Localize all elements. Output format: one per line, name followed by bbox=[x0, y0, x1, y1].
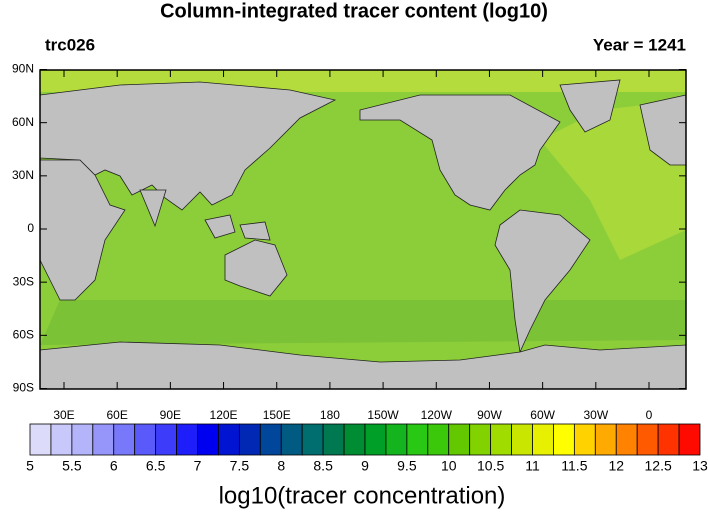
lon-tick-label: 150W bbox=[367, 408, 399, 422]
colorbar-box bbox=[218, 423, 240, 456]
colorbar-box bbox=[71, 423, 94, 456]
colorbar-box bbox=[615, 423, 638, 456]
colorbar-label: 5.5 bbox=[62, 458, 82, 474]
colorbar-label: 8.5 bbox=[313, 458, 333, 474]
lon-tick-label: 120W bbox=[421, 408, 453, 422]
lon-tick-label: 180 bbox=[320, 408, 340, 422]
colorbar-box bbox=[113, 423, 136, 456]
lon-tick-label: 30E bbox=[53, 408, 74, 422]
colorbar-box bbox=[678, 423, 701, 456]
colorbar-box bbox=[322, 423, 345, 456]
south-america bbox=[494, 209, 591, 354]
lat-tick-label: 90S bbox=[13, 381, 34, 395]
lon-tick-label: 60E bbox=[107, 408, 128, 422]
colorbar-box bbox=[427, 423, 450, 456]
map bbox=[39, 69, 687, 390]
colorbar-label: 13 bbox=[692, 458, 708, 474]
colorbar-label: 5 bbox=[26, 458, 34, 474]
colorbar-box bbox=[657, 423, 680, 456]
lon-tick-label: 90W bbox=[477, 408, 502, 422]
colorbar-box bbox=[511, 423, 533, 456]
lon-tick-label: 90E bbox=[160, 408, 181, 422]
left-label: trc026 bbox=[45, 35, 95, 54]
colorbar-label: 12.5 bbox=[645, 458, 672, 474]
lat-tick-label: 0 bbox=[27, 221, 34, 235]
north-america bbox=[359, 94, 561, 211]
colorbar-label: 11.5 bbox=[561, 458, 587, 474]
lon-tick-label: 60W bbox=[530, 408, 555, 422]
colorbar-box bbox=[29, 423, 52, 456]
eurasia bbox=[39, 81, 337, 211]
colorbar-box bbox=[343, 423, 366, 456]
colorbar-box bbox=[92, 423, 115, 456]
colorbar-box bbox=[155, 423, 177, 456]
colorbar-box bbox=[573, 423, 596, 456]
lon-tick-label: 120E bbox=[210, 408, 238, 422]
colorbar-box bbox=[176, 423, 198, 456]
colorbar-box bbox=[553, 423, 575, 456]
colorbar-label: 7.5 bbox=[230, 458, 250, 474]
right-label: Year = 1241 bbox=[593, 35, 686, 54]
lat-tick-label: 90N bbox=[12, 62, 34, 76]
colorbar-box bbox=[636, 423, 659, 456]
lat-tick-label: 60S bbox=[13, 328, 34, 342]
colorbar-box bbox=[532, 423, 554, 456]
greenland bbox=[559, 79, 621, 133]
europe bbox=[639, 94, 687, 166]
lon-tick-label: 0 bbox=[646, 408, 653, 422]
colorbar-box bbox=[301, 423, 324, 456]
colorbar-box bbox=[594, 423, 617, 456]
colorbar-label: 12 bbox=[608, 458, 624, 474]
colorbar-box bbox=[238, 423, 261, 456]
colorbar-box bbox=[259, 423, 282, 456]
islands bbox=[204, 214, 271, 241]
colorbar-box bbox=[469, 423, 492, 456]
colorbar-box bbox=[385, 423, 408, 456]
lon-tick-label: 30W bbox=[583, 408, 608, 422]
colorbar-label: 7 bbox=[194, 458, 202, 474]
lat-tick-label: 30S bbox=[13, 274, 34, 288]
colorbar-box bbox=[406, 423, 429, 456]
lat-tick-label: 60N bbox=[12, 115, 34, 129]
colorbar-label: 9 bbox=[361, 458, 369, 474]
colorbar-label: 6.5 bbox=[146, 458, 166, 474]
colorbar-box bbox=[364, 423, 387, 456]
ocean-shade bbox=[40, 300, 686, 345]
lon-tick-label: 150E bbox=[263, 408, 291, 422]
title: Column-integrated tracer content (log10) bbox=[160, 0, 548, 22]
colorbar-box bbox=[134, 423, 157, 456]
colorbar-label: 10 bbox=[441, 458, 457, 474]
colorbar-label: 11 bbox=[525, 458, 540, 474]
colorbar-label: 10.5 bbox=[477, 458, 504, 474]
colorbar-box bbox=[280, 423, 303, 456]
colorbar-box bbox=[197, 423, 219, 456]
colorbar-label: 9.5 bbox=[397, 458, 417, 474]
australia bbox=[224, 239, 288, 297]
lat-tick-label: 30N bbox=[12, 168, 34, 182]
colorbar-title: log10(tracer concentration) bbox=[219, 482, 506, 509]
colorbar-box bbox=[490, 423, 512, 456]
colorbar-box bbox=[448, 423, 471, 456]
india bbox=[139, 189, 167, 228]
colorbar-label: 8 bbox=[277, 458, 285, 474]
colorbar-label: 6 bbox=[110, 458, 118, 474]
colorbar-box bbox=[50, 423, 73, 456]
